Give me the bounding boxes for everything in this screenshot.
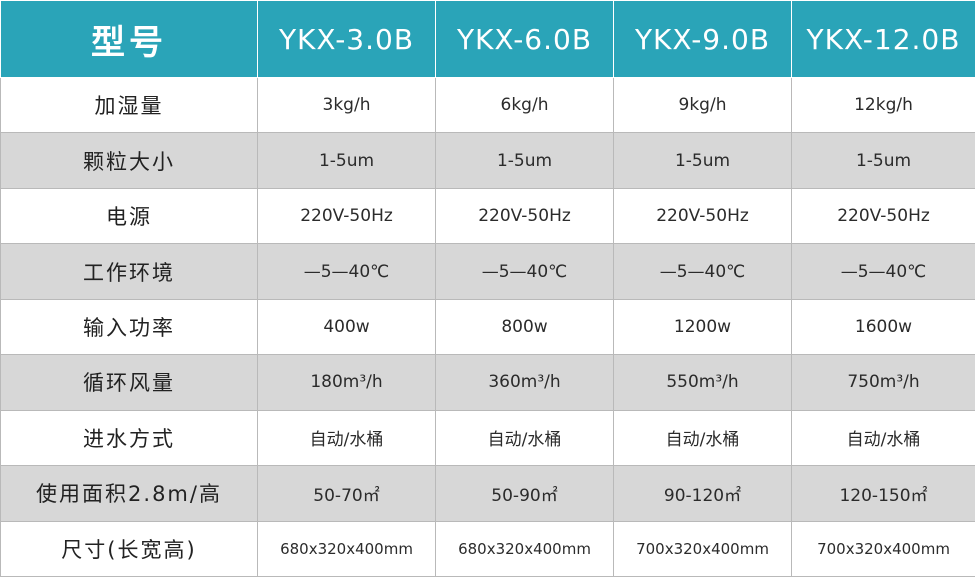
table-cell: 1-5um — [613, 132, 792, 189]
table-cell: 12kg/h — [791, 76, 975, 134]
table-row: 尺寸(长宽高) 680x320x400mm 680x320x400mm 700x… — [0, 520, 975, 577]
table-cell: —5—40℃ — [613, 243, 792, 300]
table-cell: —5—40℃ — [257, 243, 436, 300]
table-cell: 180m³/h — [257, 354, 436, 411]
table-cell: 680x320x400mm — [435, 520, 614, 577]
table-row: 电源 220V-50Hz 220V-50Hz 220V-50Hz 220V-50… — [0, 187, 975, 245]
table-row: 颗粒大小 1-5um 1-5um 1-5um 1-5um — [0, 132, 975, 189]
row-label: 尺寸(长宽高) — [0, 520, 258, 577]
table-row: 使用面积2.8m/高 50-70㎡ 50-90㎡ 90-120㎡ 120-150… — [0, 465, 975, 522]
table-cell: 220V-50Hz — [257, 187, 436, 245]
table-cell: 6kg/h — [435, 76, 614, 134]
table-cell: 自动/水桶 — [613, 409, 792, 467]
table-cell: 90-120㎡ — [613, 465, 792, 522]
table-cell: 800w — [435, 298, 614, 356]
table-cell: 1200w — [613, 298, 792, 356]
row-label: 颗粒大小 — [0, 132, 258, 189]
table-cell: 50-90㎡ — [435, 465, 614, 522]
table-row: 加湿量 3kg/h 6kg/h 9kg/h 12kg/h — [0, 76, 975, 134]
table-cell: 1-5um — [435, 132, 614, 189]
row-label: 加湿量 — [0, 76, 258, 134]
table-cell: 700x320x400mm — [791, 520, 975, 577]
model-header: YKX-6.0B — [435, 0, 614, 78]
table-row: 工作环境 —5—40℃ —5—40℃ —5—40℃ —5—40℃ — [0, 243, 975, 300]
table-cell: 1-5um — [257, 132, 436, 189]
table-cell: —5—40℃ — [435, 243, 614, 300]
table-cell: 680x320x400mm — [257, 520, 436, 577]
table-cell: 750m³/h — [791, 354, 975, 411]
row-label: 进水方式 — [0, 409, 258, 467]
table-cell: 1600w — [791, 298, 975, 356]
table-cell: 自动/水桶 — [257, 409, 436, 467]
table-cell: 360m³/h — [435, 354, 614, 411]
table-cell: 550m³/h — [613, 354, 792, 411]
table-cell: 700x320x400mm — [613, 520, 792, 577]
row-label: 工作环境 — [0, 243, 258, 300]
table-cell: 自动/水桶 — [435, 409, 614, 467]
header-row: 型号 YKX-3.0B YKX-6.0B YKX-9.0B YKX-12.0B — [0, 0, 975, 78]
table-cell: 50-70㎡ — [257, 465, 436, 522]
table-cell: 自动/水桶 — [791, 409, 975, 467]
table-cell: 9kg/h — [613, 76, 792, 134]
model-header: YKX-12.0B — [791, 0, 975, 78]
table-cell: 220V-50Hz — [435, 187, 614, 245]
row-label: 电源 — [0, 187, 258, 245]
row-label: 使用面积2.8m/高 — [0, 465, 258, 522]
table-cell: 220V-50Hz — [613, 187, 792, 245]
table-cell: 220V-50Hz — [791, 187, 975, 245]
table-row: 进水方式 自动/水桶 自动/水桶 自动/水桶 自动/水桶 — [0, 409, 975, 467]
row-label: 循环风量 — [0, 354, 258, 411]
table-cell: —5—40℃ — [791, 243, 975, 300]
table-cell: 1-5um — [791, 132, 975, 189]
header-label: 型号 — [0, 0, 258, 78]
table-row: 循环风量 180m³/h 360m³/h 550m³/h 750m³/h — [0, 354, 975, 411]
model-header: YKX-9.0B — [613, 0, 792, 78]
row-label: 输入功率 — [0, 298, 258, 356]
table-row: 输入功率 400w 800w 1200w 1600w — [0, 298, 975, 356]
table-cell: 3kg/h — [257, 76, 436, 134]
table-cell: 120-150㎡ — [791, 465, 975, 522]
table-cell: 400w — [257, 298, 436, 356]
model-header: YKX-3.0B — [257, 0, 436, 78]
